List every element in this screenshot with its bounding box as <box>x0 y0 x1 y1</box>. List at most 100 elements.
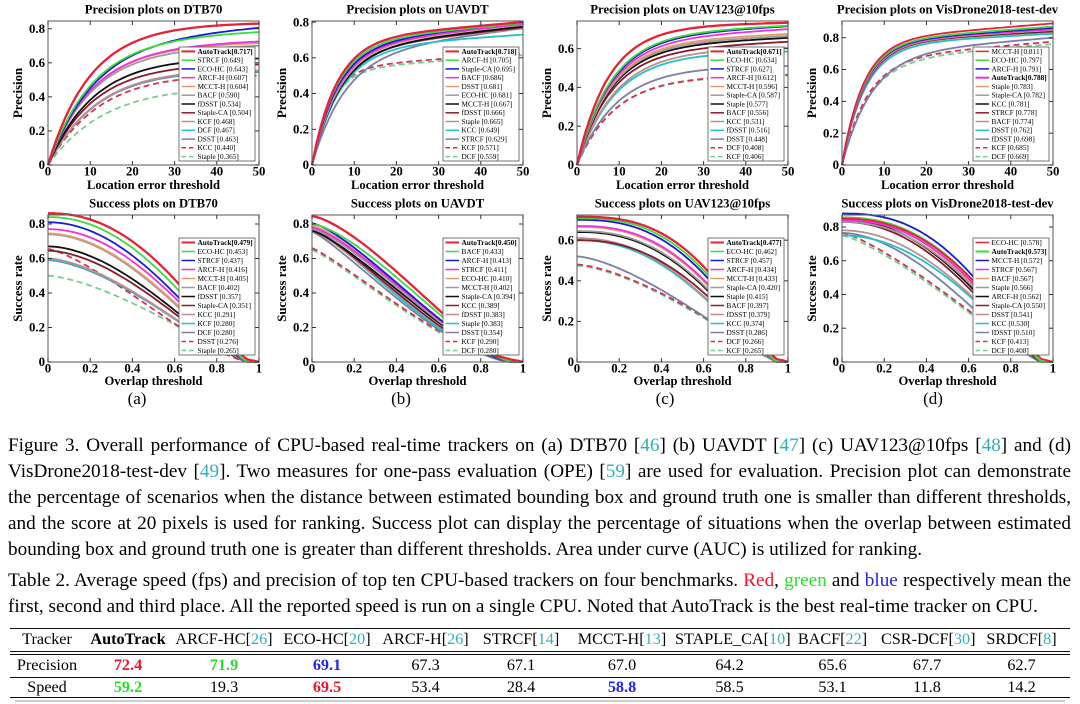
svg-text:0: 0 <box>309 362 315 376</box>
svg-text:KCC [0.531]: KCC [0.531] <box>727 117 765 126</box>
svg-text:0.8: 0.8 <box>293 15 309 29</box>
svg-text:0.4: 0.4 <box>823 288 840 302</box>
svg-text:0.6: 0.6 <box>293 252 310 266</box>
svg-text:Staple-CA [0.420]: Staple-CA [0.420] <box>727 283 781 292</box>
svg-text:0.6: 0.6 <box>167 362 184 376</box>
svg-text:0: 0 <box>45 362 51 376</box>
svg-text:0.2: 0.2 <box>346 362 362 376</box>
svg-text:Staple-CA [0.782]: Staple-CA [0.782] <box>992 91 1046 100</box>
svg-text:Staple [0.415]: Staple [0.415] <box>727 292 768 301</box>
svg-text:30: 30 <box>697 165 710 179</box>
svg-text:0.4: 0.4 <box>918 362 935 376</box>
svg-text:20: 20 <box>126 165 139 179</box>
svg-text:Staple [0.365]: Staple [0.365] <box>198 152 239 161</box>
svg-text:STRCF [0.627]: STRCF [0.627] <box>727 64 772 73</box>
svg-text:50: 50 <box>782 165 795 179</box>
svg-text:0.4: 0.4 <box>653 362 670 376</box>
svg-text:DCF [0.408]: DCF [0.408] <box>992 346 1029 355</box>
svg-text:0: 0 <box>833 355 839 369</box>
svg-text:0.2: 0.2 <box>823 126 839 140</box>
svg-text:Staple-CA [0.504]: Staple-CA [0.504] <box>198 108 252 117</box>
svg-text:KCC [0.530]: KCC [0.530] <box>992 319 1030 328</box>
svg-text:0.4: 0.4 <box>293 87 310 101</box>
svg-text:0.4: 0.4 <box>29 90 46 104</box>
svg-text:Location error threshold: Location error threshold <box>616 178 749 192</box>
svg-text:1: 1 <box>256 362 262 376</box>
svg-text:0.6: 0.6 <box>558 233 575 247</box>
svg-text:Success plots on UAV123@10fps: Success plots on UAV123@10fps <box>595 197 771 211</box>
svg-text:0.4: 0.4 <box>558 81 575 95</box>
svg-text:0.8: 0.8 <box>473 362 489 376</box>
svg-text:0: 0 <box>839 362 845 376</box>
svg-text:DSST [0.681]: DSST [0.681] <box>462 82 503 91</box>
svg-text:0.4: 0.4 <box>29 286 46 300</box>
svg-text:DSST [0.463]: DSST [0.463] <box>198 135 239 144</box>
svg-text:DCF [0.408]: DCF [0.408] <box>727 143 764 152</box>
svg-text:ARCF-H [0.612]: ARCF-H [0.612] <box>727 73 777 82</box>
svg-text:DSST [0.276]: DSST [0.276] <box>198 337 239 346</box>
svg-text:0.6: 0.6 <box>823 254 840 268</box>
svg-text:AutoTrack[0.717]: AutoTrack[0.717] <box>198 47 253 56</box>
svg-text:DSST [0.286]: DSST [0.286] <box>727 328 768 337</box>
svg-text:Staple [0.566]: Staple [0.566] <box>992 283 1033 292</box>
svg-text:KCC [0.440]: KCC [0.440] <box>198 143 236 152</box>
svg-text:STRCF [0.411]: STRCF [0.411] <box>462 265 507 274</box>
svg-text:AutoTrack[0.573]: AutoTrack[0.573] <box>992 247 1047 256</box>
svg-text:fDSST [0.698]: fDSST [0.698] <box>992 135 1035 144</box>
svg-text:0.8: 0.8 <box>1003 362 1019 376</box>
svg-text:40: 40 <box>210 165 223 179</box>
svg-text:Precision plots on UAVDT: Precision plots on UAVDT <box>346 3 489 17</box>
svg-text:0.6: 0.6 <box>293 51 310 65</box>
svg-text:ECO-HC [0.681]: ECO-HC [0.681] <box>462 91 512 100</box>
svg-text:Precision: Precision <box>275 68 289 118</box>
svg-text:KCF [0.290]: KCF [0.290] <box>462 337 499 346</box>
svg-text:ECO-HC [0.578]: ECO-HC [0.578] <box>992 238 1042 247</box>
svg-text:KCF [0.280]: KCF [0.280] <box>198 319 235 328</box>
svg-text:fDSST [0.379]: fDSST [0.379] <box>727 310 770 319</box>
svg-text:50: 50 <box>1047 165 1060 179</box>
svg-text:MCCT-H [0.596]: MCCT-H [0.596] <box>727 82 778 91</box>
svg-text:0.2: 0.2 <box>611 362 627 376</box>
svg-text:40: 40 <box>474 165 487 179</box>
svg-text:DCF [0.266]: DCF [0.266] <box>727 337 764 346</box>
svg-text:ECO-HC [0.410]: ECO-HC [0.410] <box>462 274 512 283</box>
svg-text:AutoTrack[0.788]: AutoTrack[0.788] <box>992 73 1047 82</box>
svg-text:Precision: Precision <box>11 68 25 118</box>
svg-text:0.8: 0.8 <box>29 217 45 231</box>
svg-text:ECO-HC [0.453]: ECO-HC [0.453] <box>198 247 248 256</box>
svg-text:0.6: 0.6 <box>823 63 840 77</box>
svg-text:Overlap threshold: Overlap threshold <box>368 374 466 388</box>
svg-text:Staple [0.783]: Staple [0.783] <box>992 82 1033 91</box>
svg-text:0.2: 0.2 <box>558 315 574 329</box>
svg-text:BACF [0.686]: BACF [0.686] <box>462 73 504 82</box>
svg-text:0.6: 0.6 <box>961 362 978 376</box>
svg-text:Staple-CA [0.695]: Staple-CA [0.695] <box>462 64 516 73</box>
svg-text:0.6: 0.6 <box>558 42 575 56</box>
svg-text:Staple-CA [0.394]: Staple-CA [0.394] <box>462 292 516 301</box>
svg-text:MCCT-H [0.433]: MCCT-H [0.433] <box>727 274 778 283</box>
svg-text:AutoTrack[0.477]: AutoTrack[0.477] <box>727 238 782 247</box>
svg-text:MCCT-H [0.405]: MCCT-H [0.405] <box>198 274 249 283</box>
svg-text:ARCF-H [0.413]: ARCF-H [0.413] <box>462 256 512 265</box>
svg-text:fDSST [0.516]: fDSST [0.516] <box>727 126 770 135</box>
svg-text:10: 10 <box>84 165 97 179</box>
svg-text:DCF [0.559]: DCF [0.559] <box>462 152 499 161</box>
svg-text:KCC [0.291]: KCC [0.291] <box>198 310 236 319</box>
svg-text:BACF [0.402]: BACF [0.402] <box>198 283 240 292</box>
svg-text:BACF [0.556]: BACF [0.556] <box>727 108 769 117</box>
svg-text:30: 30 <box>432 165 445 179</box>
svg-text:KCF [0.468]: KCF [0.468] <box>198 117 235 126</box>
svg-text:40: 40 <box>739 165 752 179</box>
svg-text:0: 0 <box>568 355 574 369</box>
svg-text:40: 40 <box>1004 165 1017 179</box>
svg-text:0.4: 0.4 <box>388 362 405 376</box>
svg-text:0: 0 <box>309 165 315 179</box>
svg-text:ECO-HC [0.462]: ECO-HC [0.462] <box>727 247 777 256</box>
svg-text:Precision plots on VisDrone201: Precision plots on VisDrone2018-test-dev <box>837 3 1059 17</box>
svg-text:DSST [0.541]: DSST [0.541] <box>992 310 1033 319</box>
svg-text:DCF [0.280]: DCF [0.280] <box>462 346 499 355</box>
svg-text:0.8: 0.8 <box>738 362 754 376</box>
svg-text:KCF [0.265]: KCF [0.265] <box>727 346 764 355</box>
svg-text:Staple-CA [0.587]: Staple-CA [0.587] <box>727 91 781 100</box>
svg-text:STRCF [0.567]: STRCF [0.567] <box>992 265 1037 274</box>
